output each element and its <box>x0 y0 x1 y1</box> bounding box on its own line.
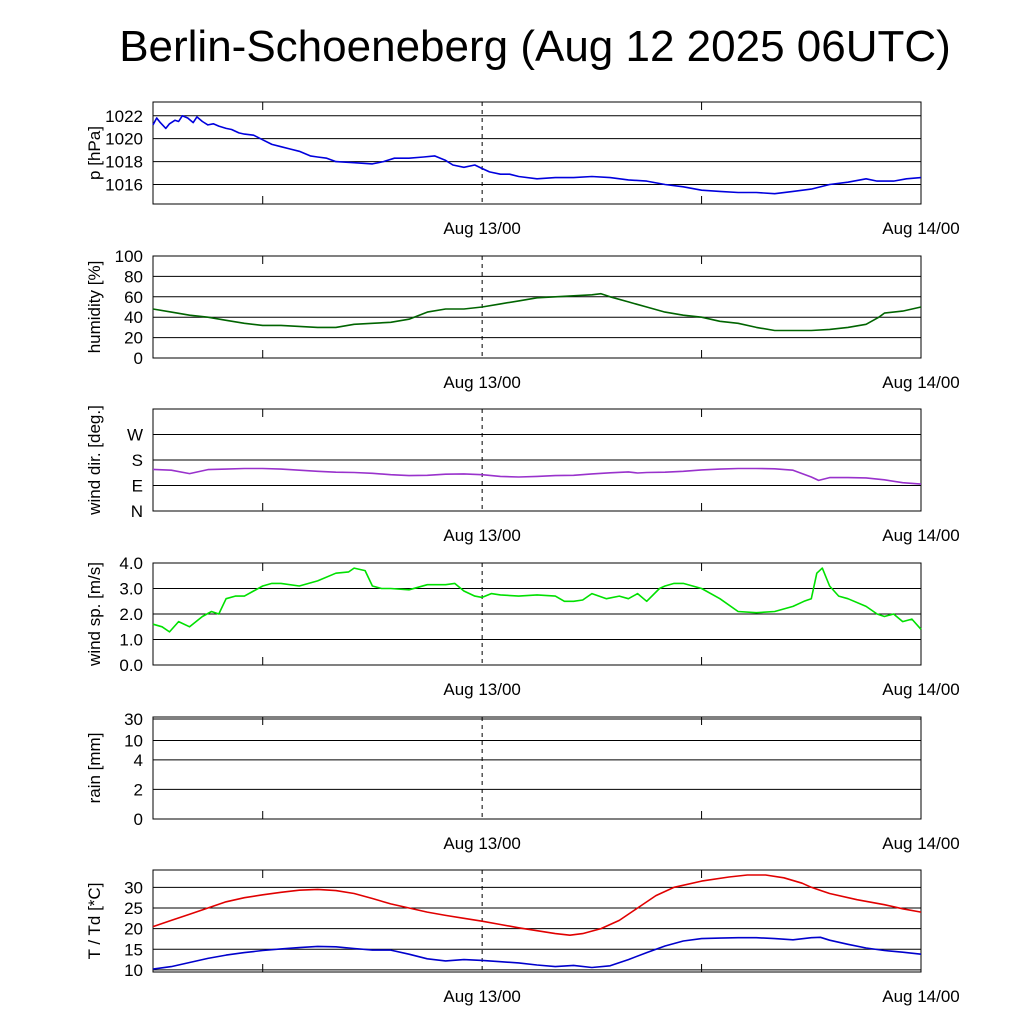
pressure-panel: 1016 1018 1020 1022 Aug 13/00 Aug 14/00 p [hPa… <box>85 101 960 238</box>
wind_speed-x-tick-label: Aug 14/00 <box>882 680 960 699</box>
wind_direction-series-line-0 <box>152 467 922 485</box>
humidity-x-tick-label: Aug 13/00 <box>443 373 521 392</box>
rain-panel: 0 2 410 30 Aug 13/00 Aug 14/00 rain [mm] <box>85 710 960 853</box>
wind_direction-x-tick-label: Aug 14/00 <box>882 526 960 545</box>
wind_direction-y-tick-label: N <box>131 502 143 521</box>
rain-y-axis-label: rain [mm] <box>85 733 104 804</box>
wind_speed-y-tick-label: 3.0 <box>119 580 143 599</box>
pressure-x-tick-label: Aug 13/00 <box>443 219 521 238</box>
wind_direction-y-tick-label: S <box>132 451 143 470</box>
rain-y-tick-label: 2 <box>134 780 143 799</box>
temperature-y-tick-label: 30 <box>124 878 143 897</box>
wind_speed-y-tick-label: 2.0 <box>119 605 143 624</box>
pressure-y-tick-label: 1022 <box>105 107 143 126</box>
humidity-frame <box>152 255 922 359</box>
humidity-series-line-0 <box>152 292 922 332</box>
wind_speed-x-tick-label: Aug 13/00 <box>443 680 521 699</box>
wind_speed-y-axis-label: wind sp. [m/s] <box>85 562 104 667</box>
rain-frame <box>152 716 922 820</box>
humidity-y-tick-label: 40 <box>124 308 143 327</box>
wind_speed-y-tick-label: 4.0 <box>119 554 143 573</box>
wind_speed-series-line-0 <box>152 567 922 633</box>
wind_speed-panel: 0.0 1.0 2.0 3.0 4.0 Aug 13/00 Aug 14/00 wind sp… <box>85 554 960 699</box>
rain-y-tick-label: 4 <box>134 751 143 770</box>
wind_speed-frame <box>152 562 922 666</box>
pressure-y-tick-label: 1020 <box>105 130 143 149</box>
humidity-y-tick-label: 100 <box>115 247 143 266</box>
humidity-y-tick-label: 0 <box>134 349 143 368</box>
humidity-y-tick-label: 80 <box>124 267 143 286</box>
temperature-y-tick-label: 15 <box>124 940 143 959</box>
pressure-y-tick-label: 1018 <box>105 153 143 172</box>
pressure-frame <box>152 101 922 205</box>
wind_direction-y-tick-label: E <box>132 477 143 496</box>
wind_direction-x-tick-label: Aug 13/00 <box>443 526 521 545</box>
wind_direction-frame <box>152 408 922 512</box>
wind_speed-y-tick-label: 1.0 <box>119 631 143 650</box>
wind_direction-y-tick-label: W <box>127 426 143 445</box>
temperature-series-line-1 <box>152 936 922 970</box>
rain-x-tick-label: Aug 13/00 <box>443 834 521 853</box>
pressure-series-line-0 <box>152 115 922 195</box>
temperature-y-tick-label: 25 <box>124 899 143 918</box>
rain-y-tick-label: 0 <box>134 810 143 829</box>
pressure-x-tick-label: Aug 14/00 <box>882 219 960 238</box>
temperature-x-tick-label: Aug 14/00 <box>882 987 960 1006</box>
humidity-y-tick-label: 20 <box>124 329 143 348</box>
wind_direction-y-axis-label: wind dir. [deg.] <box>85 405 104 516</box>
humidity-y-axis-label: humidity [%] <box>85 261 104 354</box>
pressure-y-axis-label: p [hPa] <box>85 126 104 180</box>
temperature-y-tick-label: 10 <box>124 961 143 980</box>
page-title: Berlin-Schoeneberg (Aug 12 2025 06UTC) <box>119 22 951 71</box>
pressure-y-tick-label: 1016 <box>105 176 143 195</box>
temperature-y-tick-label: 20 <box>124 920 143 939</box>
temperature-y-axis-label: T / Td [*C] <box>85 883 104 960</box>
temperature-frame <box>152 869 922 973</box>
rain-y-tick-label: 10 <box>124 731 143 750</box>
temperature-series-line-0 <box>152 874 922 936</box>
rain-x-tick-label: Aug 14/00 <box>882 834 960 853</box>
wind_speed-y-tick-label: 0.0 <box>119 656 143 675</box>
humidity-x-tick-label: Aug 14/00 <box>882 373 960 392</box>
temperature-x-tick-label: Aug 13/00 <box>443 987 521 1006</box>
rain-y-tick-label: 30 <box>124 710 143 729</box>
humidity-y-tick-label: 60 <box>124 288 143 307</box>
